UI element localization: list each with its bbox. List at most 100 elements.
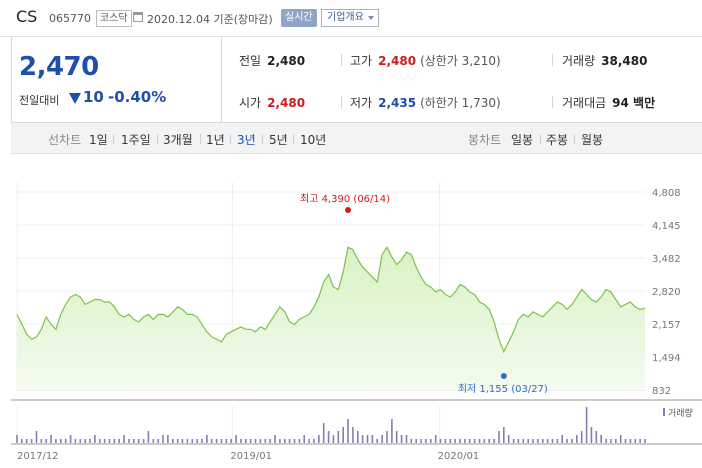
volume-bar (483, 439, 486, 443)
volume-bar (542, 439, 544, 443)
price-summary: 2,470 전일대비 10 -0.40% (11, 37, 222, 123)
volume-bar (210, 439, 213, 443)
y-tick-label: 4,145 (652, 221, 681, 232)
realtime-button[interactable]: 실시간 (281, 9, 317, 27)
volume-bar (342, 427, 344, 443)
volume-bar (201, 439, 203, 443)
stats-panel: 전일 2,480 시가 2,480 고가 2,480 (상한가 3,210) 저가 2,4… (222, 37, 702, 123)
volume-bar (415, 439, 417, 443)
x-axis: 2017/12 2019/01 2020/01 (17, 451, 479, 462)
volume-bar (410, 439, 413, 443)
low-label: 저가 (350, 96, 373, 110)
upper-limit: (상한가 3,210) (420, 54, 501, 68)
volume-bar (308, 439, 310, 443)
volume-bar (634, 439, 637, 443)
y-tick-label: 2,820 (652, 287, 681, 298)
x-tick-label: 2020/01 (438, 451, 480, 462)
volume-bar (595, 431, 598, 443)
prev-close-label: 전일 (239, 54, 262, 68)
low-annotation: 최저 1,155 (03/27) (458, 383, 548, 395)
volume-bar (561, 435, 563, 443)
volume-bar (196, 439, 198, 443)
volume-bar (332, 435, 335, 443)
volume-bar (619, 435, 622, 443)
volume-bar (235, 435, 237, 443)
volume-label: 거래량 (562, 54, 596, 68)
amount-value: 94 백만 (612, 96, 656, 110)
prev-close-value: 2,480 (267, 54, 306, 68)
period-1w[interactable]: 1주일 (121, 133, 151, 147)
candle-daily[interactable]: 일봉 (511, 133, 534, 147)
volume-bar (84, 439, 86, 443)
divider (540, 134, 541, 144)
volume-bar (361, 435, 364, 443)
volume-bar (128, 439, 130, 443)
period-1d[interactable]: 1일 (89, 133, 108, 147)
volume-bar (152, 439, 155, 443)
candle-weekly[interactable]: 주봉 (546, 133, 569, 147)
volume-bar (449, 439, 452, 443)
volume-bar (64, 439, 67, 443)
y-axis: 4,808 4,145 3,482 2,820 2,157 1,494 832 (652, 188, 681, 397)
high-price: 고가 2,480 (상한가 3,210) (350, 52, 501, 69)
period-5y[interactable]: 5년 (269, 133, 288, 147)
price-series-line (16, 245, 646, 354)
volume-bar (254, 439, 257, 443)
volume-bar (264, 439, 267, 443)
volume-bar (94, 435, 96, 443)
volume-bar (35, 431, 38, 443)
open-label: 시가 (239, 96, 262, 110)
volume-bar (240, 439, 242, 443)
volume-bar (181, 439, 184, 443)
volume-bar (274, 435, 276, 443)
volume-bar (245, 439, 247, 443)
volume-bar (142, 439, 145, 443)
candle-monthly[interactable]: 월봉 (581, 133, 604, 147)
divider (262, 134, 263, 144)
volume-bar (293, 439, 296, 443)
company-overview-label: 기업개요 (327, 12, 364, 23)
divider (341, 54, 342, 66)
price-chart[interactable]: 4,808 4,145 3,482 2,820 2,157 1,494 832 거래량 20… (0, 154, 702, 468)
volume-bar (25, 439, 28, 443)
volume-bar (493, 439, 495, 443)
volume-bar (113, 439, 116, 443)
high-annotation: 최고 4,390 (06/14) (300, 193, 390, 205)
current-price: 2,470 (19, 52, 99, 82)
period-1y[interactable]: 1년 (206, 133, 225, 147)
divider (574, 134, 575, 144)
volume-bar (147, 431, 150, 443)
volume-bar (425, 439, 427, 443)
divider (552, 96, 553, 108)
volume-bar (537, 439, 539, 443)
volume-bar (30, 439, 33, 443)
chevron-down-icon (367, 16, 374, 20)
volume-bar (357, 431, 359, 443)
volume-bar (605, 439, 607, 443)
divider (552, 54, 553, 66)
volume-bar (507, 435, 510, 443)
period-3m[interactable]: 3개월 (163, 133, 193, 147)
volume-bar (79, 439, 82, 443)
period-3y[interactable]: 3년 (237, 133, 256, 147)
period-10y[interactable]: 10년 (300, 133, 327, 147)
y-tick-label: 3,482 (652, 254, 681, 265)
company-overview-dropdown[interactable]: 기업개요 (321, 9, 379, 27)
volume-bar (176, 439, 179, 443)
volume-bar (50, 435, 52, 443)
open-price: 시가 2,480 (239, 94, 305, 111)
volume-bar (571, 439, 573, 443)
candle-chart-label: 봉차트 (468, 133, 502, 147)
volume-bar (55, 439, 57, 443)
divider (157, 134, 158, 144)
volume-bar (585, 407, 588, 443)
open-value: 2,480 (267, 96, 306, 110)
volume-bar (376, 439, 378, 443)
change-label: 전일대비 (19, 94, 60, 107)
volume-bar (69, 435, 72, 443)
volume-bar (522, 439, 525, 443)
volume-bar (576, 435, 578, 443)
change-rate: -0.40% (108, 88, 167, 106)
volume-bar (89, 439, 91, 443)
volume-bar (600, 435, 602, 443)
